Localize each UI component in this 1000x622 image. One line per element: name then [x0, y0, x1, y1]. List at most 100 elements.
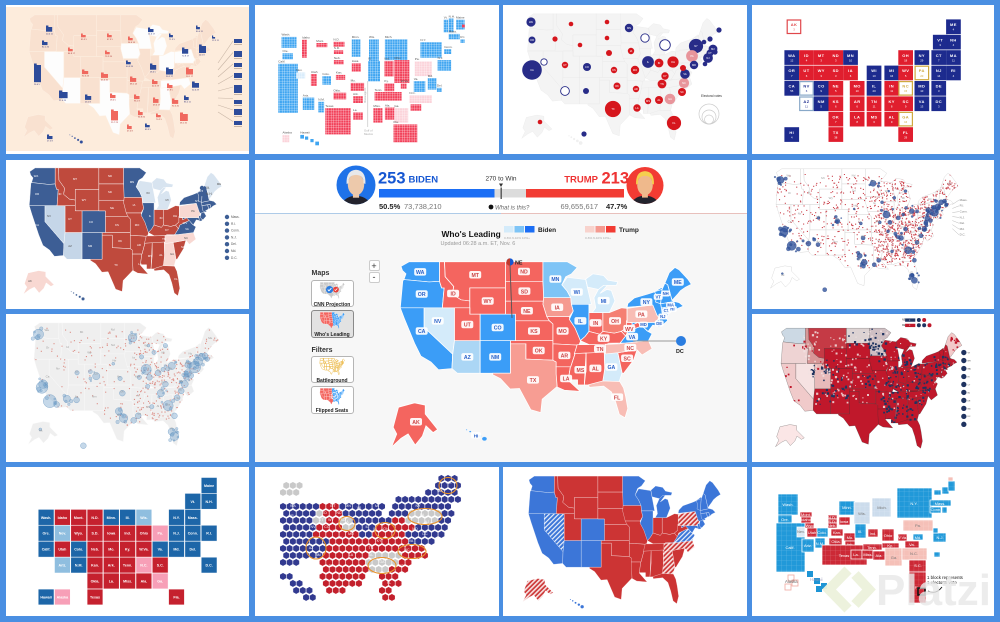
svg-text:10: 10: [920, 89, 924, 93]
svg-text:WV: WV: [395, 536, 401, 540]
svg-text:N.Y.: N.Y.: [910, 501, 917, 506]
svg-text:Nc: Nc: [918, 232, 922, 236]
svg-text:47.7%: 47.7%: [606, 202, 628, 211]
svg-text:NY: NY: [415, 504, 421, 508]
svg-text:Trump: Trump: [619, 227, 639, 234]
svg-text:38: 38: [834, 135, 838, 139]
svg-text:AL: AL: [657, 98, 661, 102]
svg-text:AL: AL: [159, 253, 163, 257]
svg-text:Mi: Mi: [161, 351, 164, 355]
svg-text:IN: IN: [889, 84, 894, 89]
svg-text:IA: IA: [345, 520, 349, 524]
svg-text:Tn: Tn: [159, 388, 163, 392]
svg-text:OH: OH: [172, 214, 176, 218]
svg-text:Fla.: Fla.: [173, 596, 179, 600]
svg-text:Hawaii: Hawaii: [810, 577, 823, 582]
svg-text:LA: LA: [138, 262, 142, 266]
svg-text:AK: AK: [791, 22, 798, 27]
svg-text:UT: UT: [463, 322, 471, 328]
svg-text:Ga: Ga: [906, 247, 910, 251]
svg-text:CO: CO: [585, 65, 589, 69]
svg-text:S.C.: S.C.: [914, 563, 922, 568]
svg-text:SC: SC: [623, 356, 630, 362]
svg-text:OK: OK: [615, 84, 619, 88]
svg-text:87.3 5: 87.3 5: [107, 39, 114, 41]
svg-text:Oh: Oh: [168, 366, 172, 370]
svg-text:12: 12: [790, 58, 794, 62]
svg-text:NH: NH: [968, 360, 971, 362]
svg-text:AZ: AZ: [68, 244, 72, 248]
svg-text:Minn.: Minn.: [842, 505, 852, 510]
svg-text:Ar: Ar: [136, 394, 139, 398]
svg-text:Mass.: Mass.: [448, 30, 456, 34]
svg-text:Va.: Va.: [413, 77, 418, 81]
svg-text:23.1 8: 23.1 8: [85, 102, 92, 104]
svg-text:Mt: Mt: [821, 175, 824, 179]
svg-text:IN: IN: [373, 527, 377, 531]
svg-text:TN: TN: [596, 346, 603, 352]
svg-text:MS: MS: [576, 367, 584, 373]
svg-text:Minn.: Minn.: [106, 516, 115, 520]
svg-text:NV: NV: [434, 319, 442, 325]
svg-text:Neb.: Neb.: [91, 548, 99, 552]
svg-text:Tenn.: Tenn.: [374, 88, 382, 92]
svg-text:Nev.: Nev.: [797, 529, 805, 534]
svg-text:MA: MA: [950, 53, 957, 58]
svg-text:N.Y.: N.Y.: [173, 516, 180, 520]
svg-text:Me: Me: [948, 181, 952, 185]
svg-text:5: 5: [820, 105, 822, 109]
svg-text:3: 3: [938, 105, 940, 109]
svg-text:OK: OK: [534, 348, 542, 354]
svg-text:27.5 8: 27.5 8: [47, 141, 54, 143]
svg-text:Wyo.: Wyo.: [74, 532, 83, 536]
svg-text:Va: Va: [179, 379, 183, 383]
svg-text:Miss.: Miss.: [373, 104, 380, 108]
svg-text:9: 9: [905, 105, 907, 109]
svg-text:83.3 5: 83.3 5: [145, 129, 152, 131]
svg-text:Mont.: Mont.: [801, 512, 811, 517]
svg-text:Ind.: Ind.: [870, 531, 877, 536]
svg-text:Idaho: Idaho: [57, 516, 67, 520]
svg-text:Wi: Wi: [144, 344, 148, 348]
svg-text:HI: HI: [473, 433, 478, 438]
svg-text:NM: NM: [491, 355, 499, 361]
svg-text:Miss.: Miss.: [863, 552, 872, 557]
svg-text:OR: OR: [288, 514, 294, 518]
svg-text:Al: Al: [897, 248, 900, 252]
svg-text:Ok: Ok: [120, 390, 124, 394]
svg-text:7: 7: [791, 74, 793, 78]
svg-text:Ohio: Ohio: [884, 533, 893, 538]
svg-text:14.6 17: 14.6 17: [148, 34, 156, 36]
svg-text:Wis.: Wis.: [140, 516, 147, 520]
svg-text:47.4 8: 47.4 8: [127, 131, 134, 133]
svg-text:FL: FL: [386, 581, 390, 585]
svg-text:Wyo.: Wyo.: [805, 523, 814, 528]
svg-text:Ala.: Ala.: [384, 103, 389, 107]
svg-text:Colo.: Colo.: [817, 530, 826, 535]
svg-text:Maine: Maine: [204, 484, 214, 488]
svg-text:Md.: Md.: [427, 74, 432, 78]
svg-text:4: 4: [791, 135, 793, 139]
svg-text:CA: CA: [530, 68, 534, 72]
svg-text:8: 8: [856, 120, 858, 124]
svg-text:NM: NM: [818, 99, 825, 104]
svg-text:MO: MO: [558, 329, 566, 335]
svg-text:Mo.: Mo.: [350, 79, 355, 83]
svg-text:WI: WI: [146, 191, 150, 195]
svg-text:MD: MD: [691, 63, 695, 67]
svg-text:6: 6: [850, 74, 852, 78]
svg-text:N.C.: N.C.: [910, 551, 918, 556]
svg-text:Ohio: Ohio: [139, 532, 148, 536]
svg-text:Mississippi R.: Mississippi R.: [362, 87, 366, 103]
svg-text:Fl: Fl: [170, 426, 173, 430]
svg-text:Ore.: Ore.: [781, 517, 789, 522]
svg-text:N.H.: N.H.: [206, 192, 212, 196]
svg-text:Tenn.: Tenn.: [122, 564, 131, 568]
svg-text:SC: SC: [680, 90, 684, 94]
svg-text:Pa: Pa: [185, 361, 189, 365]
svg-text:AL: AL: [591, 366, 599, 372]
svg-text:MD: MD: [918, 84, 925, 89]
svg-text:N.M.: N.M.: [816, 541, 824, 546]
svg-text:Wis.: Wis.: [369, 35, 375, 39]
svg-text:6: 6: [806, 74, 808, 78]
